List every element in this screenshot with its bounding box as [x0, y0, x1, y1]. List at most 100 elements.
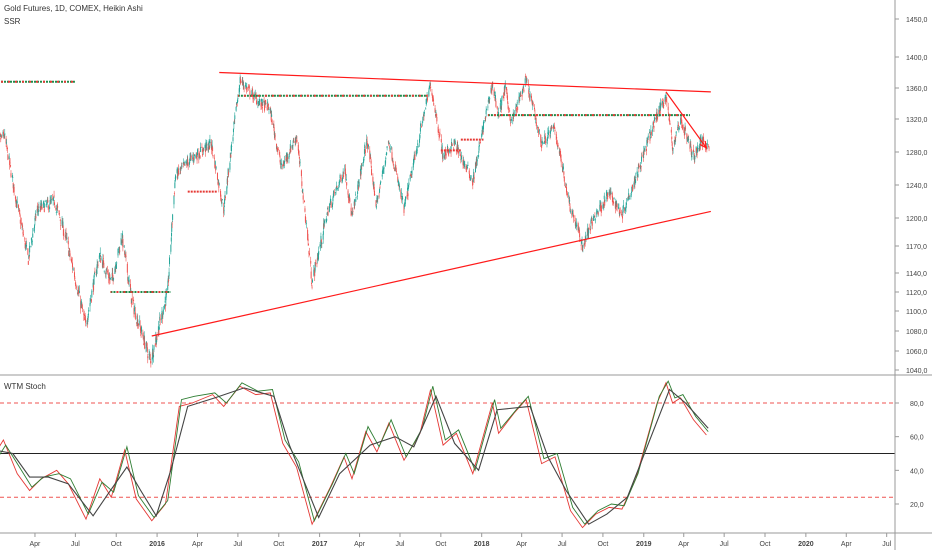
candle-body	[581, 241, 583, 244]
candle-body	[142, 333, 144, 337]
candle-body	[301, 181, 303, 187]
candle-body	[97, 264, 99, 266]
candle-body	[454, 141, 456, 143]
candle-body	[646, 141, 648, 143]
candle-body	[293, 141, 295, 143]
candle-body	[3, 136, 5, 138]
candle-body	[531, 103, 533, 106]
candle-body	[386, 146, 388, 149]
candle-body	[613, 202, 615, 203]
candle-body	[266, 107, 268, 111]
candle-body	[131, 299, 133, 303]
candle-body	[101, 262, 103, 268]
candle-body	[491, 83, 493, 89]
candle-body	[260, 98, 262, 102]
candle-body	[414, 155, 416, 156]
candle-body	[315, 262, 317, 264]
candle-body	[597, 210, 599, 213]
candle-body	[566, 193, 568, 196]
candle-body	[634, 180, 636, 182]
candle-body	[323, 223, 325, 228]
candle-body	[143, 335, 145, 340]
candle-body	[123, 245, 125, 247]
price-tick-label: 1360,0	[906, 86, 928, 93]
candle-body	[339, 181, 341, 183]
candle-body	[164, 304, 166, 309]
candle-body	[656, 112, 658, 116]
candle-body	[397, 176, 399, 182]
candle-body	[283, 164, 285, 166]
candle-body	[218, 183, 220, 185]
candle-body	[321, 242, 323, 245]
candle-body	[686, 133, 688, 140]
candle-body	[314, 262, 316, 271]
candle-body	[342, 171, 344, 175]
candle-body	[19, 213, 21, 215]
candle-body	[35, 216, 37, 219]
candle-body	[650, 132, 652, 135]
candle-body	[616, 203, 618, 208]
candle-body	[677, 125, 679, 129]
stoch-tick-label: 20,0	[910, 502, 924, 509]
candle-body	[117, 249, 119, 251]
candle-body	[399, 185, 401, 188]
candle-body	[458, 150, 460, 154]
candle-body	[233, 122, 235, 125]
candle-body	[573, 214, 575, 218]
candle-body	[543, 142, 545, 144]
candle-body	[4, 133, 6, 136]
candle-body	[36, 208, 38, 213]
candle-body	[214, 161, 216, 165]
candle-body	[100, 258, 102, 260]
candle-body	[444, 150, 446, 156]
candle-body	[640, 165, 642, 167]
candle-body	[551, 127, 553, 129]
candle-body	[432, 97, 434, 101]
candle-body	[460, 158, 462, 161]
candle-body	[190, 154, 192, 157]
candle-body	[680, 118, 682, 119]
candle-body	[55, 211, 57, 213]
candle-body	[364, 149, 366, 153]
candle-body	[556, 137, 558, 139]
candle-body	[181, 165, 183, 167]
candle-body	[466, 165, 468, 167]
candle-body	[170, 237, 172, 242]
price-tick-label: 1170,0	[906, 244, 927, 251]
candle-body	[201, 149, 203, 153]
candle-body	[670, 129, 672, 133]
candle-body	[313, 268, 315, 270]
candle-body	[305, 222, 307, 225]
time-tick-label: Oct	[111, 541, 122, 548]
candle-body	[348, 198, 350, 200]
candle-body	[209, 139, 211, 144]
candle-body	[236, 103, 238, 107]
candle-body	[674, 139, 676, 143]
candle-body	[196, 155, 198, 158]
candle-body	[603, 204, 605, 206]
candle-body	[273, 131, 275, 136]
candle-body	[59, 217, 61, 219]
candle-body	[257, 101, 259, 105]
candle-body	[99, 253, 101, 257]
candle-body	[361, 164, 363, 166]
candle-body	[583, 244, 585, 246]
candle-body	[16, 201, 18, 204]
candle-body	[385, 157, 387, 160]
candle-body	[572, 212, 574, 213]
candle-body	[183, 162, 185, 164]
candle-body	[232, 137, 234, 141]
candle-body	[625, 208, 627, 210]
candle-body	[270, 109, 272, 111]
candle-body	[570, 211, 572, 213]
candle-body	[538, 129, 540, 131]
candle-body	[451, 144, 453, 146]
candle-body	[173, 193, 175, 195]
candle-body	[472, 178, 474, 183]
candle-body	[199, 155, 201, 156]
candle-body	[643, 150, 645, 152]
candle-body	[69, 253, 71, 257]
price-tick-label: 1400,0	[906, 55, 928, 62]
candle-body	[671, 136, 673, 140]
